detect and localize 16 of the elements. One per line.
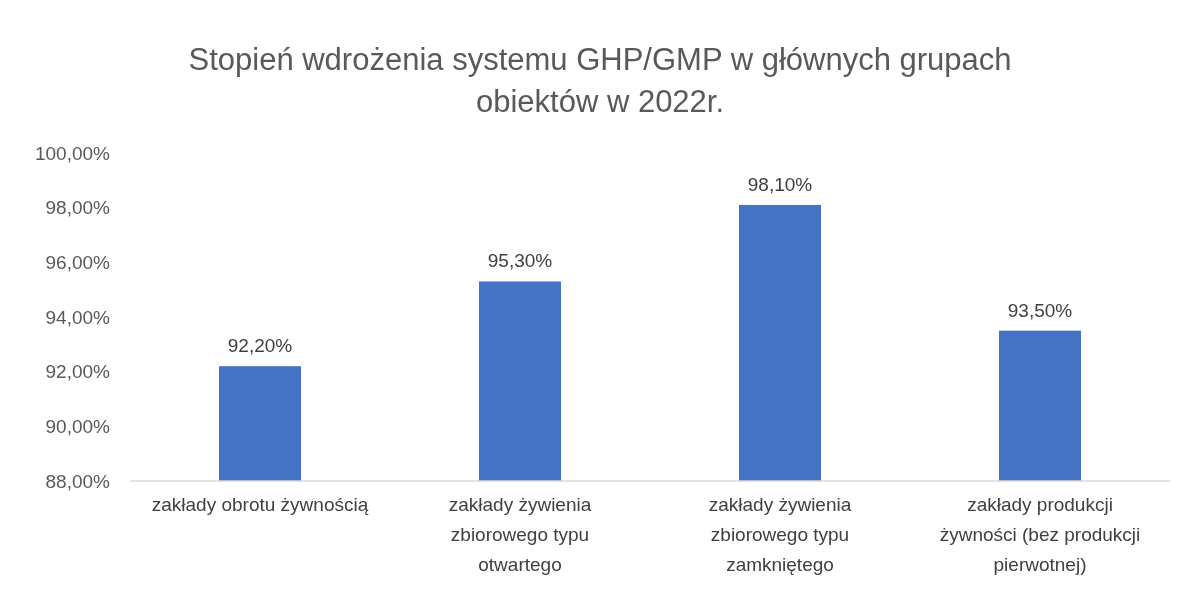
y-tick-label: 92,00% — [45, 361, 111, 383]
data-label: 93,50% — [1007, 299, 1073, 321]
x-tick-label: zakłady żywienia zbiorowego typu zamkniętego — [708, 494, 852, 575]
y-tick-label: 100,00% — [34, 142, 111, 164]
data-label: 98,10% — [747, 173, 813, 195]
y-tick-label: 98,00% — [45, 197, 111, 219]
y-tick-label: 90,00% — [45, 415, 111, 437]
y-tick-label: 94,00% — [45, 306, 111, 328]
data-label: 95,30% — [487, 250, 553, 272]
y-tick-label: 88,00% — [45, 470, 111, 492]
x-tick-label: zakłady żywienia zbiorowego typu otwartego — [448, 494, 592, 575]
y-tick-label: 96,00% — [45, 251, 111, 273]
chart-title: Stopień wdrożenia systemu GHP/GMP w głównych grupach obiektów w 2022r. — [188, 42, 1012, 119]
x-tick-label: zakłady obrotu żywnością — [151, 494, 369, 515]
x-tick-label: zakłady produkcji żywności (bez produkcji pierwotnej) — [939, 494, 1141, 575]
data-label: 92,20% — [227, 335, 293, 357]
